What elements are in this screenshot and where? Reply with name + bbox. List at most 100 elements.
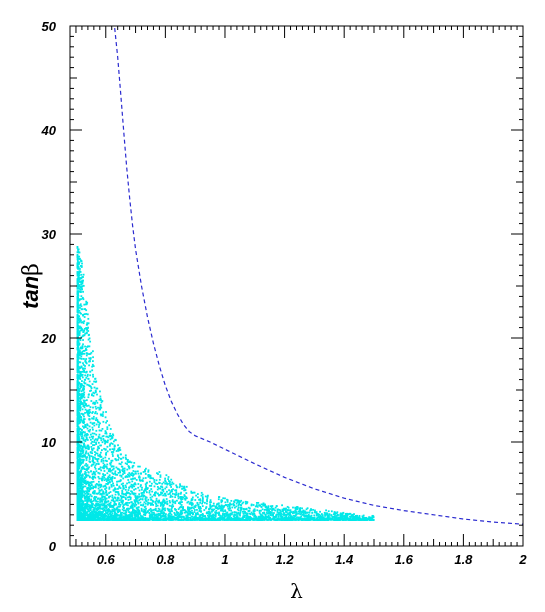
scatter-point (163, 515, 165, 518)
scatter-point (108, 469, 111, 472)
scatter-point (116, 484, 118, 486)
scatter-point (82, 331, 85, 333)
scatter-point (88, 475, 91, 478)
scatter-point (250, 511, 253, 514)
scatter-point (266, 516, 269, 519)
scatter-point (78, 415, 80, 417)
scatter-point (128, 507, 131, 510)
scatter-point (295, 518, 298, 521)
scatter-point (77, 291, 80, 294)
scatter-point (171, 499, 174, 502)
scatter-point (97, 421, 100, 424)
scatter-point (81, 421, 84, 424)
scatter-point (152, 500, 155, 503)
scatter-point (78, 392, 81, 395)
scatter-point (283, 509, 285, 511)
scatter-point (182, 487, 185, 490)
scatter-point (114, 488, 117, 490)
scatter-point (158, 518, 161, 521)
scatter-point (77, 294, 80, 297)
scatter-point (146, 487, 149, 489)
scatter-point (198, 517, 201, 520)
scatter-point (76, 290, 79, 293)
scatter-point (98, 447, 100, 450)
scatter-point (76, 367, 79, 369)
scatter-point (81, 483, 84, 486)
scatter-point (142, 494, 145, 497)
scatter-point (201, 502, 203, 505)
scatter-point (87, 404, 90, 407)
scatter-point (186, 514, 189, 517)
scatter-point (344, 518, 347, 520)
scatter-point (172, 488, 174, 491)
scatter-point (83, 442, 85, 445)
scatter-point (168, 504, 171, 507)
scatter-point (169, 511, 172, 513)
scatter-point (89, 499, 92, 502)
scatter-point (126, 460, 129, 463)
scatter-point (89, 406, 92, 409)
scatter-point (82, 343, 84, 346)
scatter-point (76, 327, 79, 330)
scatter-point (271, 509, 273, 512)
scatter-point (263, 511, 266, 514)
scatter-point (104, 416, 107, 419)
scatter-point (298, 512, 300, 515)
scatter-point (77, 351, 80, 354)
scatter-point (132, 519, 135, 521)
scatter-point (168, 489, 170, 492)
scatter-point (114, 514, 117, 517)
scatter-point (88, 513, 91, 515)
scatter-point (181, 488, 183, 490)
scatter-point (80, 355, 83, 358)
scatter-point (78, 416, 81, 419)
scatter-point (84, 492, 87, 495)
scatter-point (94, 514, 97, 517)
scatter-point (358, 519, 361, 521)
scatter-point (95, 443, 98, 445)
scatter-point (80, 383, 83, 385)
scatter-point (297, 516, 300, 519)
scatter-point (290, 511, 293, 513)
scatter-point (93, 380, 95, 383)
scatter-point (84, 404, 87, 407)
scatter-point (155, 497, 158, 500)
scatter-point (81, 276, 84, 278)
scatter-point (77, 319, 80, 322)
scatter-point (138, 465, 141, 468)
scatter-point (233, 511, 236, 513)
scatter-point (292, 518, 295, 521)
scatter-point (87, 454, 90, 456)
scatter-point (304, 510, 306, 513)
scatter-point (149, 496, 152, 499)
scatter-point (83, 496, 86, 498)
scatter-point (249, 515, 251, 518)
scatter-point (170, 508, 173, 511)
scatter-point (81, 433, 84, 436)
scatter-point (109, 501, 112, 504)
scatter-point (88, 446, 90, 449)
scatter-point (159, 474, 162, 477)
scatter-point (76, 251, 79, 254)
scatter-point (138, 475, 141, 478)
scatter-point (83, 510, 86, 513)
scatter-point (81, 296, 84, 299)
scatter-point (79, 406, 82, 409)
scatter-point (84, 471, 87, 473)
scatter-point (215, 511, 218, 514)
scatter-point (80, 295, 83, 298)
scatter-point (107, 470, 110, 473)
scatter-point (117, 497, 119, 500)
scatter-point (117, 458, 120, 461)
scatter-point (305, 511, 308, 514)
scatter-point (99, 466, 102, 469)
scatter-point (85, 313, 88, 315)
scatter-point (165, 474, 168, 477)
scatter-point (150, 513, 153, 516)
scatter-point (145, 511, 147, 514)
scatter-point (277, 515, 280, 518)
scatter-point (80, 452, 82, 455)
scatter-point (306, 514, 309, 517)
scatter-point (111, 496, 114, 499)
scatter-point (125, 494, 127, 497)
